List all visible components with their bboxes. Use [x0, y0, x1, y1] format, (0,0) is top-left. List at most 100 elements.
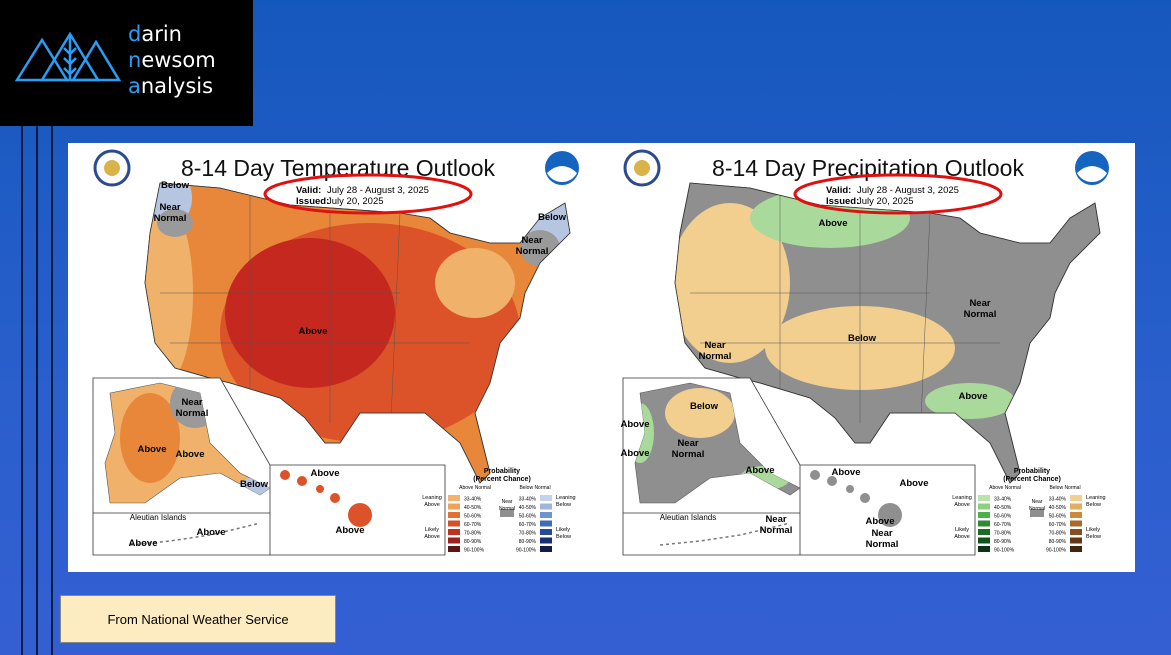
legend-label: Above [424, 502, 440, 508]
hawaii-island [878, 503, 902, 527]
legend-swatch [1030, 509, 1044, 517]
legend-swatch [1070, 529, 1082, 535]
legend-range: 90-100% [464, 548, 485, 554]
rule [36, 126, 38, 655]
caption: From National Weather Service [60, 595, 336, 643]
region-label: Normal [760, 525, 793, 536]
shade-area [665, 388, 735, 438]
legend-range: 40-50% [994, 505, 1012, 511]
region-label: Near [871, 528, 892, 539]
legend-swatch [1070, 503, 1082, 510]
legend-swatch [500, 509, 514, 517]
legend-swatch [978, 520, 990, 527]
legend-label: Leaning [422, 495, 442, 501]
issued-label: Issued: [296, 196, 329, 207]
noaa-wave [547, 166, 577, 182]
legend-header: Below Normal [1049, 485, 1080, 491]
legend-swatch [448, 546, 460, 552]
region-label: Normal [516, 246, 549, 257]
legend-range: 60-70% [1049, 522, 1067, 528]
region-label: Normal [672, 449, 705, 460]
legend-range: 60-70% [994, 522, 1012, 528]
region-label: Normal [866, 539, 899, 550]
region-label: Near [765, 514, 786, 525]
region-label: Above [620, 419, 649, 430]
legend-label: Leaning [952, 495, 972, 501]
legend-range: 90-100% [994, 548, 1015, 554]
legend-swatch [540, 537, 552, 544]
region-label: Below [538, 212, 567, 223]
region-label: Below [161, 180, 190, 191]
legend-range: 80-90% [464, 539, 482, 545]
region-label: Above [175, 449, 204, 460]
legend-swatch [448, 503, 460, 510]
valid-label: Valid: [296, 185, 321, 196]
legend-range: 60-70% [464, 522, 482, 528]
highlight-circle [793, 173, 1003, 215]
shade-area [225, 238, 395, 388]
region-label: Aleutian Islands [130, 513, 186, 522]
shade-area [925, 383, 1015, 419]
legend-range: 33-40% [464, 497, 482, 503]
legend-label: Above [954, 502, 970, 508]
region-label: Above [137, 444, 166, 455]
issued-date: July 20, 2025 [857, 196, 914, 207]
legend-swatch [448, 537, 460, 544]
hawaii-island [860, 493, 870, 503]
legend-header: Above Normal [459, 485, 491, 491]
highlight-circle [263, 173, 473, 215]
region-label: Near [159, 202, 180, 213]
legend-range: 40-50% [1049, 505, 1067, 511]
legend-range: 50-60% [1049, 514, 1067, 520]
shade-area [120, 393, 180, 483]
hawaii-island [827, 476, 837, 486]
legend-header: Above Normal [989, 485, 1021, 491]
legend-label: Leaning [1086, 495, 1106, 501]
legend-title: (Percent Chance) [473, 476, 531, 483]
legend-label: Above [424, 534, 440, 540]
legend-label: Likely [955, 527, 969, 533]
legend-range: 33-40% [994, 497, 1012, 503]
hawaii-island [316, 485, 324, 493]
legend-swatch [978, 495, 990, 501]
legend-label: Normal [1029, 506, 1045, 512]
legend-swatch [540, 520, 552, 527]
legend-swatch [540, 495, 552, 501]
legend-swatch [978, 546, 990, 552]
legend-swatch [448, 512, 460, 518]
legend-label: Near [502, 499, 513, 505]
legend-range: 50-60% [994, 514, 1012, 520]
hawaii-island [297, 476, 307, 486]
rule [51, 126, 53, 655]
legend-range: 50-60% [464, 514, 482, 520]
legend-swatch [978, 529, 990, 535]
legend-swatch [540, 503, 552, 510]
legend-title: (Percent Chance) [1003, 476, 1061, 483]
legend-label: Normal [499, 506, 515, 512]
hawaii-island [348, 503, 372, 527]
valid-date: July 28 - August 3, 2025 [327, 185, 429, 196]
legend-range: 80-90% [1049, 539, 1067, 545]
region-label: Normal [154, 213, 187, 224]
legend-header: Below Normal [519, 485, 550, 491]
legend-swatch [1070, 546, 1082, 552]
valid-label: Valid: [826, 185, 851, 196]
shade-area [675, 203, 790, 363]
legend-swatch [978, 503, 990, 510]
region-label: Above [310, 468, 339, 479]
legend-range: 70-80% [994, 531, 1012, 537]
legend-swatch [448, 529, 460, 535]
region-label: Aleutian Islands [660, 513, 716, 522]
legend-label: Likely [556, 527, 570, 533]
legend-label: Likely [425, 527, 439, 533]
legend-label: Below [1086, 534, 1101, 540]
legend-range: 60-70% [519, 522, 537, 528]
hawaii-island [330, 493, 340, 503]
region-label: Normal [699, 351, 732, 362]
legend-swatch [540, 546, 552, 552]
hawaii-island [846, 485, 854, 493]
legend-range: 90-100% [516, 548, 537, 554]
shade-area [157, 209, 193, 237]
